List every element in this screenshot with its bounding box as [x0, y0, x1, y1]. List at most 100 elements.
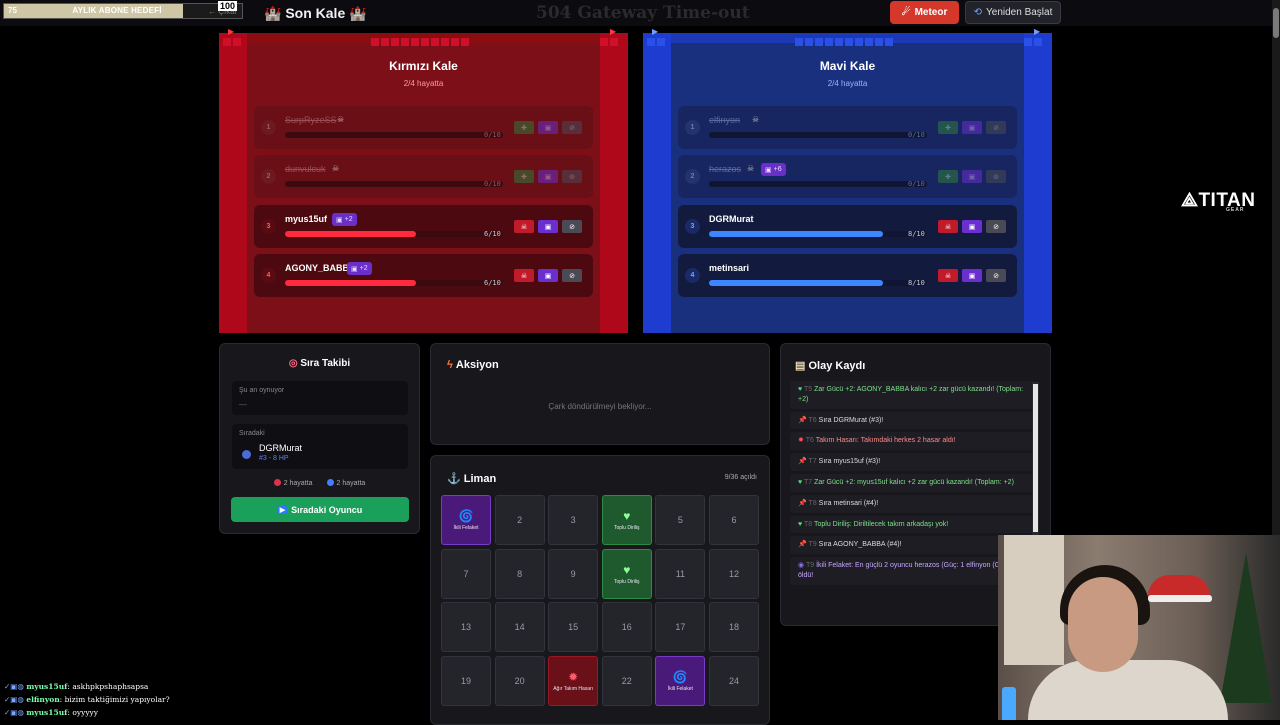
chat-username[interactable]: myus15uf — [26, 682, 68, 691]
hp-bar — [285, 132, 503, 138]
port-cell[interactable]: 17 — [655, 602, 706, 653]
dice-button[interactable]: ▣ — [538, 269, 558, 282]
event-text: İkili Felaket: En güçlü 2 oyuncu herazos… — [798, 562, 1018, 579]
brand-sub: GEAR — [1226, 207, 1245, 213]
remove-button[interactable]: ⊘ — [986, 121, 1006, 134]
event-log-entry: 📌 T8 Sıra metinsari (#4)! — [790, 494, 1035, 513]
dice-button[interactable]: ▣ — [538, 170, 558, 183]
player-row: 3 myus15uf ▣ +2 6/10 ☠ ▣ ⊘ — [254, 205, 593, 248]
port-cell-number: 24 — [728, 675, 739, 686]
port-cell-number: 8 — [517, 568, 523, 579]
port-cell[interactable]: 22 — [601, 655, 652, 706]
castle-wall-left — [643, 33, 671, 333]
port-cell[interactable]: 18 — [708, 602, 759, 653]
remove-button[interactable]: ⊘ — [986, 170, 1006, 183]
dice-button[interactable]: ▣ — [538, 121, 558, 134]
next-player-box: Sıradaki DGRMurat #3 - 8 HP — [232, 424, 408, 469]
port-cell-opened[interactable]: ♥ Toplu Diriliş — [601, 495, 652, 545]
remove-button[interactable]: ⊘ — [562, 269, 582, 282]
event-log-scrollbar[interactable] — [1032, 382, 1039, 536]
dice-button[interactable]: ▣ — [962, 269, 982, 282]
port-cell[interactable]: 19 — [441, 655, 491, 706]
port-cell[interactable]: 9 — [548, 548, 599, 599]
page-title: 🏰 Son Kale 🏰 — [264, 5, 367, 22]
port-cell[interactable]: 6 — [708, 495, 759, 545]
gateway-error-text: 504 Gateway Time-out — [536, 3, 750, 23]
port-cell[interactable]: 7 — [441, 548, 491, 599]
alive-count: 2/4 hayatta — [403, 79, 444, 88]
kill-button[interactable]: ☠ — [938, 269, 958, 282]
port-cell[interactable]: 14 — [494, 602, 545, 653]
revive-button[interactable]: ✚ — [938, 121, 958, 134]
player-number: 2 — [685, 169, 700, 184]
event-log-entry: ◉ T9 İkili Felaket: En güçlü 2 oyuncu he… — [790, 557, 1035, 585]
event-log-scrollbar-thumb[interactable] — [1033, 384, 1038, 532]
event-turn-tag: T6 — [808, 416, 819, 424]
back-link[interactable]: ← Çıkar — [208, 7, 238, 16]
port-cell[interactable]: 3 — [548, 495, 599, 545]
restart-button[interactable]: ⟲ Yeniden Başlat — [965, 1, 1061, 24]
castle-icon: 🏰 — [349, 5, 367, 21]
port-cell[interactable]: 16 — [601, 602, 652, 653]
revive-button[interactable]: ✚ — [514, 121, 534, 134]
remove-button[interactable]: ⊘ — [562, 121, 582, 134]
revive-button[interactable]: ✚ — [938, 170, 958, 183]
port-cell-opened[interactable]: 🌀 İkili Felaket — [441, 495, 491, 545]
kill-button[interactable]: ☠ — [938, 220, 958, 233]
event-text: Sıra metinsari (#4)! — [818, 499, 879, 507]
target-icon: ◎ — [288, 358, 298, 369]
port-cell[interactable]: 12 — [708, 548, 759, 599]
port-cell-opened[interactable]: ✹ Ağır Takım Hasarı — [548, 655, 599, 706]
subscriber-goal-current: 75 — [8, 6, 17, 15]
remove-button[interactable]: ⊘ — [986, 269, 1006, 282]
port-cell-number: 19 — [460, 675, 471, 686]
port-cell[interactable]: 13 — [441, 602, 491, 653]
kill-button[interactable]: ☠ — [514, 220, 534, 233]
port-cell[interactable]: 24 — [708, 655, 759, 706]
revive-icon: ✚ — [521, 124, 527, 132]
skull-icon: ☠ — [337, 115, 345, 124]
revive-icon: ✚ — [945, 173, 951, 181]
chat-username[interactable]: myus15uf — [26, 708, 68, 717]
next-player-button[interactable]: ▶ Sıradaki Oyuncu — [231, 497, 409, 522]
battlement — [371, 38, 469, 46]
port-cell[interactable]: 2 — [494, 495, 545, 545]
revive-button[interactable]: ✚ — [514, 170, 534, 183]
dice-button[interactable]: ▣ — [538, 220, 558, 233]
dice-button[interactable]: ▣ — [962, 170, 982, 183]
dice-button[interactable]: ▣ — [962, 121, 982, 134]
page-scrollbar[interactable] — [1272, 0, 1280, 720]
turn-tracker-title-text: Sıra Takibi — [300, 358, 351, 369]
port-cell-opened[interactable]: ♥ Toplu Diriliş — [601, 548, 652, 599]
port-grid: 🌀 İkili Felaket 2 3 ♥ Toplu Diriliş 5 6 7 8 9 ♥ Topl… — [441, 495, 759, 706]
remove-button[interactable]: ⊘ — [562, 170, 582, 183]
page-scrollbar-thumb[interactable] — [1273, 8, 1279, 38]
port-cell-number: 15 — [568, 622, 579, 633]
dice-icon: ▣ — [968, 223, 976, 231]
port-cell[interactable]: 5 — [655, 495, 706, 545]
port-cell-opened[interactable]: 🌀 İkili Felaket — [655, 655, 706, 706]
chat-username[interactable]: elfinyon — [26, 695, 60, 704]
skull-icon: ☠ — [944, 223, 952, 231]
skull-icon: ☠ — [332, 164, 340, 173]
remove-button[interactable]: ⊘ — [562, 220, 582, 233]
player-number: 4 — [261, 268, 276, 283]
player-name: myus15uf — [285, 214, 328, 224]
remove-button[interactable]: ⊘ — [986, 220, 1006, 233]
dice-button[interactable]: ▣ — [962, 220, 982, 233]
hp-bar-fill — [709, 231, 884, 237]
port-cell[interactable]: 11 — [655, 548, 706, 599]
port-cell[interactable]: 8 — [494, 548, 545, 599]
dice-icon: ▣ — [968, 173, 976, 181]
lightning-icon: ϟ — [447, 359, 453, 371]
player-actions: ☠ ▣ ⊘ — [938, 220, 1006, 233]
kill-button[interactable]: ☠ — [514, 269, 534, 282]
player-actions: ☠ ▣ ⊘ — [938, 269, 1006, 282]
meteor-button[interactable]: ☄ Meteor — [890, 1, 959, 24]
port-cell[interactable]: 20 — [494, 655, 545, 706]
webcam-feed — [998, 535, 1280, 720]
restart-button-label: Yeniden Başlat — [986, 7, 1053, 18]
burst-icon: ✹ — [568, 669, 579, 684]
skull-icon: ☠ — [752, 115, 760, 124]
port-cell[interactable]: 15 — [548, 602, 599, 653]
